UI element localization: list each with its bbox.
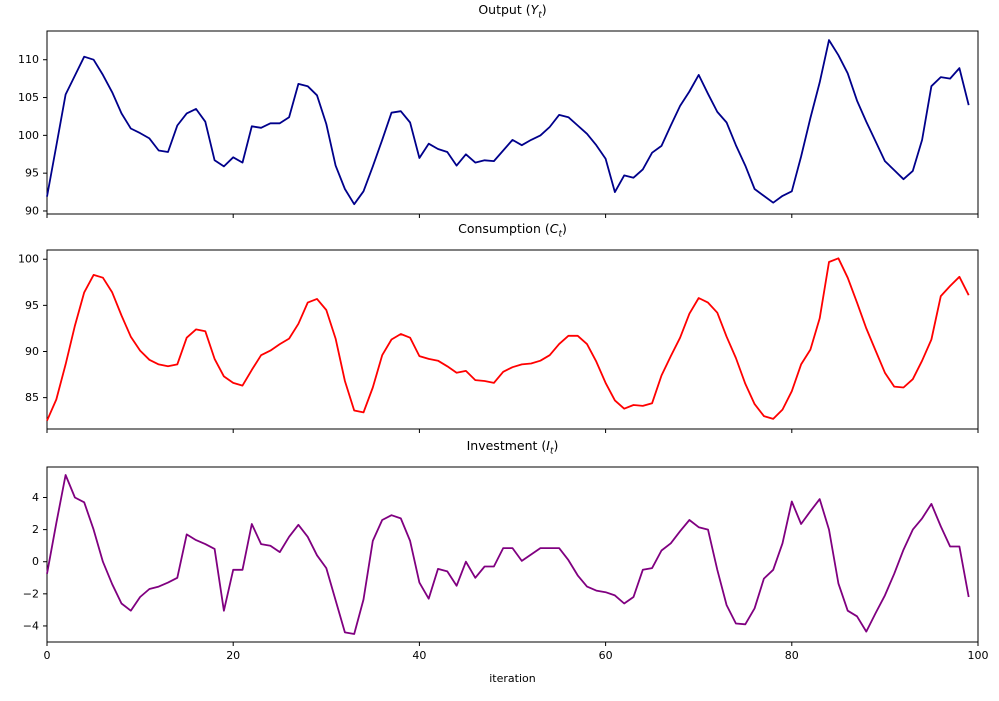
y-tick-label: 95: [25, 167, 39, 180]
y-tick-label: 4: [32, 491, 39, 504]
investment-chart-title: Investment (It): [47, 439, 978, 457]
x-tick-label: 40: [412, 649, 426, 662]
y-tick-label: 2: [32, 523, 39, 536]
title-text: Output (: [478, 2, 531, 17]
y-tick-label: −2: [23, 587, 39, 600]
y-tick-label: 90: [25, 345, 39, 358]
plot-border: [46, 30, 979, 215]
x-tick-label: 100: [968, 649, 989, 662]
x-tick-label: 20: [226, 649, 240, 662]
title-variable: Y: [530, 2, 539, 17]
y-tick-label: 95: [25, 299, 39, 312]
title-text: Investment (: [466, 438, 547, 453]
y-tick-label: −4: [23, 619, 39, 632]
title-variable: C: [549, 221, 559, 236]
y-tick-label: 100: [18, 129, 39, 142]
consumption-line: [46, 257, 970, 422]
y-tick-label: 100: [18, 253, 39, 266]
y-tick-label: 105: [18, 91, 39, 104]
y-tick-label: 90: [25, 204, 39, 217]
plot-border: [46, 466, 979, 643]
title-text: ): [541, 2, 547, 17]
x-tick-label: 0: [44, 649, 51, 662]
y-tick-label: 110: [18, 53, 39, 66]
title-variable: I: [546, 438, 550, 453]
output-line: [46, 39, 970, 206]
x-tick-label: 60: [599, 649, 613, 662]
x-tick-label: 80: [785, 649, 799, 662]
title-text: ): [562, 221, 567, 236]
output-chart-title: Output (Yt): [47, 3, 978, 21]
plot-border: [46, 249, 979, 430]
y-tick-label: 0: [32, 555, 39, 568]
y-tick-label: 85: [25, 391, 39, 404]
title-subscript: t: [538, 10, 542, 21]
consumption-chart-title: Consumption (Ct): [47, 222, 978, 240]
title-text: ): [553, 438, 559, 453]
title-subscript: t: [549, 446, 554, 457]
x-axis-label: iteration: [489, 672, 536, 685]
title-text: Consumption (: [458, 221, 550, 236]
title-subscript: t: [558, 229, 562, 240]
investment-line: [46, 474, 970, 635]
